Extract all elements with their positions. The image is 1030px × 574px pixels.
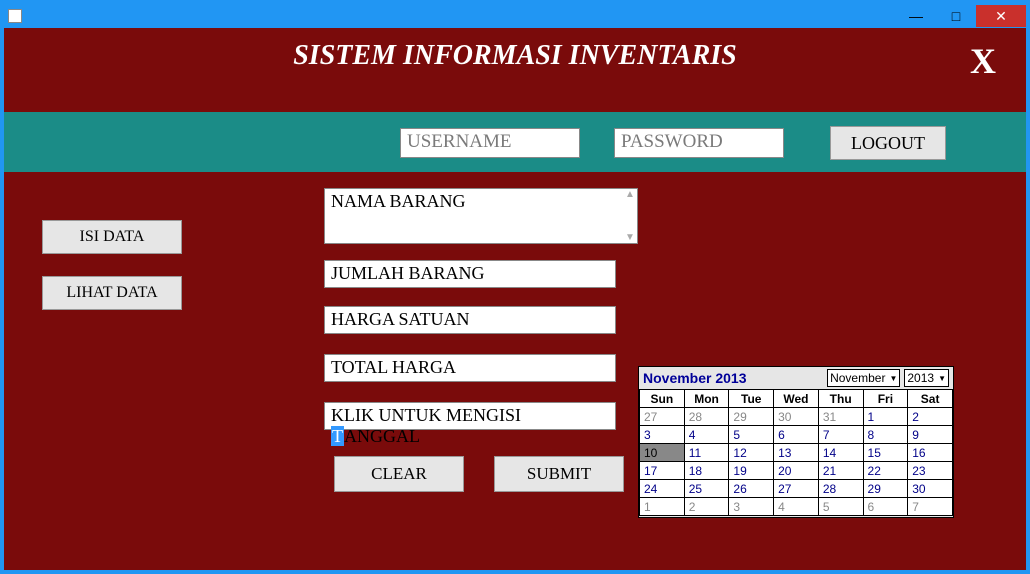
- calendar-day[interactable]: 29: [863, 480, 908, 498]
- calendar-row: 10111213141516: [640, 444, 953, 462]
- calendar-day[interactable]: 23: [908, 462, 953, 480]
- calendar-row: 1234567: [640, 498, 953, 516]
- app-icon: [8, 9, 22, 23]
- clear-button[interactable]: CLEAR: [334, 456, 464, 492]
- calendar-day-header: Wed: [774, 390, 819, 408]
- calendar-day[interactable]: 7: [908, 498, 953, 516]
- submit-button[interactable]: SUBMIT: [494, 456, 624, 492]
- calendar-day[interactable]: 22: [863, 462, 908, 480]
- calendar-day[interactable]: 28: [684, 408, 729, 426]
- calendar-day[interactable]: 4: [774, 498, 819, 516]
- calendar-header-row: SunMonTueWedThuFriSat: [640, 390, 953, 408]
- tanggal-highlight: T: [331, 426, 344, 446]
- calendar-day[interactable]: 7: [818, 426, 863, 444]
- calendar-day[interactable]: 27: [774, 480, 819, 498]
- calendar-day[interactable]: 4: [684, 426, 729, 444]
- calendar: November 2013 November ▼ 2013 ▼ SunMonTu…: [638, 366, 954, 518]
- calendar-month-select[interactable]: November ▼: [827, 369, 900, 387]
- calendar-row: 272829303112: [640, 408, 953, 426]
- isi-data-button[interactable]: ISI DATA: [42, 220, 182, 254]
- calendar-day[interactable]: 8: [863, 426, 908, 444]
- jumlah-barang-field[interactable]: JUMLAH BARANG: [324, 260, 616, 288]
- lihat-data-button[interactable]: LIHAT DATA: [42, 276, 182, 310]
- calendar-day[interactable]: 6: [863, 498, 908, 516]
- harga-satuan-field[interactable]: HARGA SATUAN: [324, 306, 616, 334]
- calendar-day-header: Sun: [640, 390, 685, 408]
- calendar-day[interactable]: 12: [729, 444, 774, 462]
- calendar-day[interactable]: 1: [863, 408, 908, 426]
- username-field[interactable]: USERNAME: [400, 128, 580, 158]
- calendar-day[interactable]: 3: [729, 498, 774, 516]
- tanggal-prefix: KLIK UNTUK MENGISI: [331, 405, 521, 425]
- password-field[interactable]: PASSWORD: [614, 128, 784, 158]
- calendar-day[interactable]: 11: [684, 444, 729, 462]
- minimize-button[interactable]: —: [896, 5, 936, 27]
- app-title: SISTEM INFORMASI INVENTARIS: [4, 28, 1026, 72]
- maximize-button[interactable]: □: [936, 5, 976, 27]
- calendar-day[interactable]: 31: [818, 408, 863, 426]
- calendar-month-value: November: [830, 371, 885, 385]
- chevron-down-icon: ▼: [889, 374, 897, 383]
- nama-barang-text: NAMA BARANG: [331, 191, 466, 211]
- client-area: SISTEM INFORMASI INVENTARIS X USERNAME P…: [4, 28, 1026, 570]
- calendar-header: November 2013 November ▼ 2013 ▼: [639, 367, 953, 389]
- calendar-day[interactable]: 14: [818, 444, 863, 462]
- titlebar: — □ ✕: [4, 4, 1026, 28]
- calendar-day[interactable]: 21: [818, 462, 863, 480]
- app-close-x[interactable]: X: [970, 40, 996, 82]
- calendar-day[interactable]: 5: [729, 426, 774, 444]
- logout-button[interactable]: LOGOUT: [830, 126, 946, 160]
- tanggal-suffix: ANGGAL: [344, 426, 420, 446]
- calendar-row: 24252627282930: [640, 480, 953, 498]
- calendar-day[interactable]: 29: [729, 408, 774, 426]
- calendar-row: 3456789: [640, 426, 953, 444]
- window-controls: — □ ✕: [896, 5, 1026, 27]
- calendar-day[interactable]: 30: [908, 480, 953, 498]
- calendar-day[interactable]: 28: [818, 480, 863, 498]
- calendar-day-header: Tue: [729, 390, 774, 408]
- calendar-year-value: 2013: [907, 371, 934, 385]
- calendar-day-header: Thu: [818, 390, 863, 408]
- calendar-day[interactable]: 30: [774, 408, 819, 426]
- calendar-day[interactable]: 2: [908, 408, 953, 426]
- calendar-day[interactable]: 5: [818, 498, 863, 516]
- calendar-day[interactable]: 27: [640, 408, 685, 426]
- calendar-day[interactable]: 24: [640, 480, 685, 498]
- calendar-day[interactable]: 1: [640, 498, 685, 516]
- titlebar-left: [4, 9, 22, 23]
- calendar-day[interactable]: 20: [774, 462, 819, 480]
- calendar-day[interactable]: 25: [684, 480, 729, 498]
- calendar-day[interactable]: 13: [774, 444, 819, 462]
- nama-barang-field[interactable]: NAMA BARANG ▲ ▼: [324, 188, 638, 244]
- tanggal-field[interactable]: KLIK UNTUK MENGISI TANGGAL: [324, 402, 616, 430]
- calendar-day[interactable]: 17: [640, 462, 685, 480]
- calendar-title: November 2013: [643, 370, 747, 386]
- scroll-up-icon: ▲: [625, 189, 635, 200]
- calendar-day[interactable]: 18: [684, 462, 729, 480]
- chevron-down-icon: ▼: [938, 374, 946, 383]
- calendar-day[interactable]: 19: [729, 462, 774, 480]
- window-frame: — □ ✕ SISTEM INFORMASI INVENTARIS X USER…: [0, 0, 1030, 574]
- calendar-year-select[interactable]: 2013 ▼: [904, 369, 949, 387]
- calendar-day[interactable]: 26: [729, 480, 774, 498]
- calendar-day[interactable]: 16: [908, 444, 953, 462]
- calendar-day[interactable]: 10: [640, 444, 685, 462]
- textarea-scrollbar[interactable]: ▲ ▼: [623, 189, 637, 243]
- total-harga-field[interactable]: TOTAL HARGA: [324, 354, 616, 382]
- calendar-day[interactable]: 3: [640, 426, 685, 444]
- calendar-row: 17181920212223: [640, 462, 953, 480]
- calendar-grid: SunMonTueWedThuFriSat 272829303112345678…: [639, 389, 953, 516]
- calendar-day-header: Mon: [684, 390, 729, 408]
- calendar-day[interactable]: 15: [863, 444, 908, 462]
- calendar-day[interactable]: 2: [684, 498, 729, 516]
- close-button[interactable]: ✕: [976, 5, 1026, 27]
- calendar-day-header: Sat: [908, 390, 953, 408]
- scroll-down-icon: ▼: [625, 232, 635, 243]
- calendar-day[interactable]: 9: [908, 426, 953, 444]
- calendar-day-header: Fri: [863, 390, 908, 408]
- calendar-day[interactable]: 6: [774, 426, 819, 444]
